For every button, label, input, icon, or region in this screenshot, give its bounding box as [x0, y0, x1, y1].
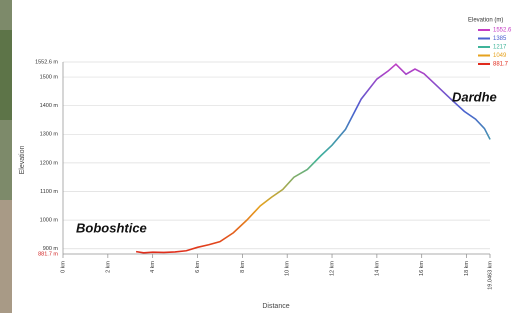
y-tick-label: 1300 m — [40, 132, 59, 138]
y-tick-label: 1000 m — [40, 218, 59, 224]
legend-label: 1049 — [493, 53, 507, 59]
legend-label: 1552.6 — [493, 28, 512, 34]
x-axis-title: Distance — [262, 303, 289, 310]
x-tick-label: 18 km — [464, 261, 470, 276]
chart: Elevation Distance Elevation (m) 881.7 m… — [0, 0, 518, 313]
x-tick-label: 10 km — [285, 261, 291, 276]
x-tick-label: 12 km — [329, 261, 335, 276]
photo-strip — [0, 200, 12, 313]
x-tick-label: 4 km — [150, 261, 156, 273]
y-tick-label: 1100 m — [40, 189, 58, 195]
x-tick-label: 6 km — [195, 261, 201, 273]
x-tick-label: 16 km — [419, 261, 425, 276]
legend-title: Elevation (m) — [468, 18, 503, 24]
annotation: Dardhe — [452, 89, 497, 104]
legend-label: 1385 — [493, 36, 507, 42]
photo-strip — [0, 30, 12, 120]
y-tick-label: 1200 m — [40, 160, 59, 166]
legend-label: 1217 — [493, 45, 507, 51]
y-tick-label: 900 m — [43, 246, 59, 252]
y-tick-label: 1552.6 m — [35, 59, 58, 65]
x-tick-label: 0 km — [60, 261, 66, 273]
x-tick-label: 19.0463 km — [487, 261, 493, 290]
y-tick-label: 1500 m — [40, 75, 59, 81]
x-tick-label: 8 km — [240, 261, 246, 273]
y-tick-label: 881.7 m — [38, 251, 58, 257]
legend-label: 881.7 — [493, 62, 509, 68]
y-axis-title: Elevation — [19, 145, 26, 174]
y-tick-label: 1400 m — [40, 103, 59, 109]
x-tick-label: 14 km — [374, 261, 380, 276]
annotation: Boboshtice — [76, 220, 147, 235]
background — [0, 0, 518, 313]
x-tick-label: 2 km — [105, 261, 111, 273]
